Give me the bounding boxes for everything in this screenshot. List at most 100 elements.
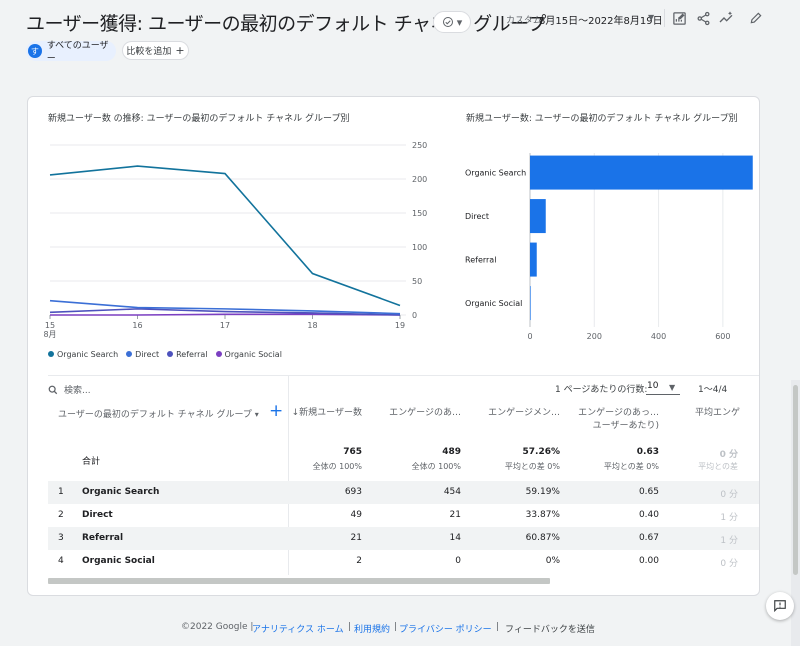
legend-label: Organic Social [224, 349, 282, 359]
footer-privacy-link[interactable]: プライバシー ポリシー [399, 625, 492, 635]
footer-feedback-link[interactable]: フィードバックを送信 [505, 625, 595, 635]
search-icon [48, 385, 58, 394]
table-row[interactable]: 2 Direct 49 21 33.87% 0.40 1 分 [48, 504, 759, 527]
rows-per-page-select[interactable]: 10 [646, 379, 680, 395]
row-metric-value: 59.19% [525, 487, 560, 497]
column-header-3[interactable]: エンゲージのあっ… ユーザーあたり) [564, 407, 659, 433]
row-metric-value: 21 [449, 510, 461, 520]
pagination-info: 1～4/4 [698, 385, 728, 395]
line-y-tick-label: 150 [412, 209, 427, 218]
add-dimension-button[interactable]: + [269, 401, 284, 421]
legend-item-organic-search[interactable]: Organic Search [48, 350, 118, 359]
horizontal-scrollbar[interactable] [48, 578, 550, 584]
share-icon [697, 11, 709, 25]
row-metric-value: 0% [545, 556, 560, 566]
bar-x-tick-label: 0 [527, 332, 532, 341]
totals-value: 57.26% [522, 447, 561, 457]
column-header-label: エンゲージのあっ… [578, 408, 659, 418]
edit-button[interactable] [748, 10, 764, 26]
customize-report-icon [672, 11, 686, 25]
share-button[interactable] [695, 10, 711, 26]
legend-item-direct[interactable]: Direct [126, 350, 159, 359]
bar-organic-social[interactable] [530, 286, 531, 321]
row-metric-value: 0 分 [720, 490, 738, 500]
row-metric-value: 60.87% [525, 533, 560, 543]
dimension-column-header[interactable]: ユーザーの最初のデフォルト チャネル グループ ▾ [58, 407, 259, 420]
legend-label: Direct [135, 349, 160, 359]
footer-terms-link[interactable]: 利用規約 [354, 625, 391, 635]
footer-copyright: ©2022 Google | [181, 622, 254, 632]
row-metric-value: 693 [344, 487, 362, 497]
search-input[interactable]: 検索... [64, 386, 91, 396]
line-y-tick-label: 0 [412, 311, 417, 320]
bar-x-tick-label: 400 [651, 332, 666, 341]
feedback-button[interactable] [766, 592, 794, 620]
bar-x-tick-label: 200 [587, 332, 602, 341]
dimension-header-label: ユーザーの最初のデフォルト チャネル グループ [58, 410, 252, 420]
column-header-label: エンゲージのあ… [389, 408, 461, 418]
caret-down-icon[interactable]: ▼ [648, 13, 655, 22]
line-y-tick-label: 100 [412, 243, 427, 252]
date-range-picker[interactable]: 8月15日～2022年8月19日 [539, 16, 663, 27]
column-header-0[interactable]: ↓新規ユーザー数 [267, 407, 362, 420]
line-y-tick-label: 250 [412, 141, 427, 150]
report-card: 新規ユーザー数 の推移: ユーザーの最初のデフォルト チャネル グループ別 0 5… [27, 96, 760, 596]
bar-referral[interactable] [530, 242, 537, 277]
legend-swatch [215, 351, 222, 357]
add-comparison-label: 比較を追加 [126, 47, 172, 57]
bar-organic-search[interactable] [530, 155, 753, 190]
legend-item-referral[interactable]: Referral [167, 350, 208, 359]
row-metric-value: 454 [443, 487, 461, 497]
totals-subvalue: 全体の 100% [312, 462, 362, 471]
row-metric-value: 1 分 [720, 513, 738, 523]
table-row[interactable]: 4 Organic Social 2 0 0% 0.00 0 分 [48, 550, 759, 573]
line-series-direct [49, 299, 401, 315]
legend-swatch [48, 351, 54, 357]
caret-down-icon: ▾ [456, 15, 463, 29]
line-y-tick-label: 50 [412, 277, 422, 286]
insights-button[interactable] [718, 10, 734, 26]
row-dimension-value: Organic Search [82, 487, 160, 497]
row-number: 3 [58, 533, 64, 543]
legend-label: Organic Search [57, 349, 119, 359]
row-number: 2 [58, 510, 64, 520]
row-metric-value: 0.65 [638, 487, 659, 497]
line-chart-title: 新規ユーザー数 の推移: ユーザーの最初のデフォルト チャネル グループ別 [48, 114, 350, 124]
totals-value: 0 分 [719, 450, 738, 460]
row-metric-value: 2 [356, 556, 362, 566]
table-search[interactable]: 検索... [48, 383, 91, 396]
column-header-4[interactable]: 平均エンゲ [643, 407, 759, 420]
footer-analytics-home-link[interactable]: アナリティクス ホーム [252, 625, 344, 635]
insights-icon [719, 11, 733, 23]
report-status-button[interactable]: ▾ [433, 11, 471, 33]
bar-category-label: Organic Search [465, 169, 526, 178]
row-metric-value: 33.87% [525, 510, 560, 520]
line-chart: 0 50 100 150 200 250 15 16 17 18 19 8月 [43, 141, 427, 339]
totals-value: 0.63 [636, 447, 659, 457]
line-x-tick-label: 16 [132, 321, 142, 330]
caret-down-icon[interactable]: ▼ [669, 383, 676, 392]
table-top-divider [48, 375, 759, 376]
bar-direct[interactable] [530, 199, 546, 234]
legend-item-organic-social[interactable]: Organic Social [215, 349, 282, 359]
column-header-label: エンゲージメン… [488, 408, 560, 418]
row-metric-value: 0.40 [638, 510, 659, 520]
report-header: ユーザー獲得: ユーザーの最初のデフォルト チャネル グループ ▾ カスタム 8… [0, 0, 800, 90]
column-header-1[interactable]: エンゲージのあ… [366, 407, 461, 420]
line-x-tick-label: 17 [220, 321, 230, 330]
column-header-2[interactable]: エンゲージメン… [465, 407, 560, 420]
row-metric-value: 21 [350, 533, 362, 543]
segment-chip-all-users[interactable]: す すべてのユーザー [26, 41, 116, 64]
table-dimension-divider [288, 376, 289, 575]
page-scrollbar[interactable] [793, 385, 798, 575]
segment-avatar: す [28, 44, 42, 58]
table-row[interactable]: 3 Referral 21 14 60.87% 0.67 1 分 [48, 527, 759, 550]
table-row[interactable]: 1 Organic Search 693 454 59.19% 0.65 0 分 [48, 481, 759, 504]
footer-sep: | [394, 622, 398, 632]
footer: ©2022 Google | アナリティクス ホーム | 利用規約 | プライバ… [0, 622, 800, 638]
add-comparison-button[interactable]: 比較を追加 + [122, 41, 189, 60]
customize-report-button[interactable] [671, 10, 687, 26]
line-x-tick-label: 15 [45, 321, 55, 330]
line-chart-legend: Organic Search Direct Referral Organic Soci… [48, 348, 282, 360]
row-metric-value: 1 分 [720, 536, 738, 546]
